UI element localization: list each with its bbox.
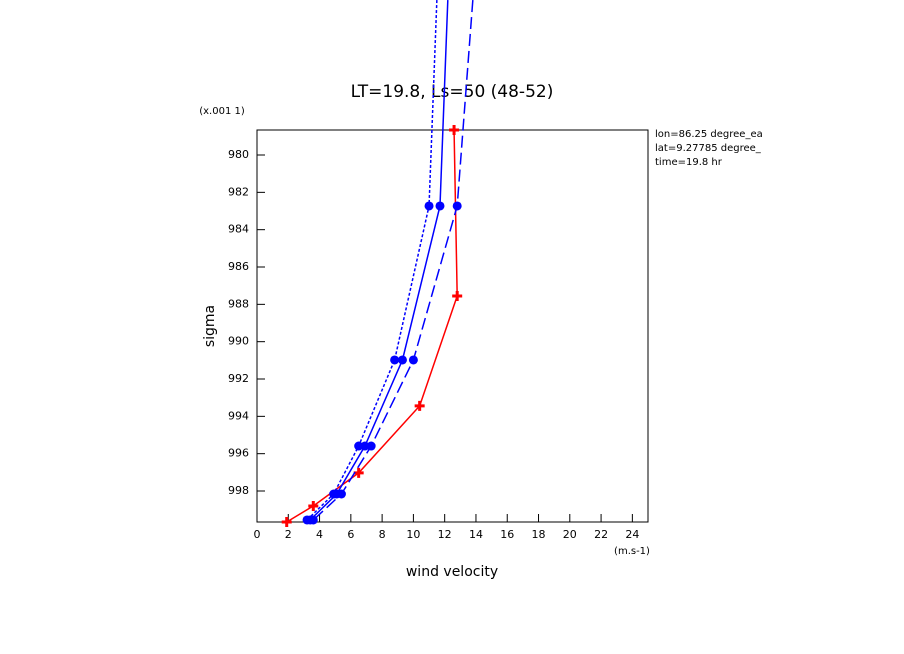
series-line bbox=[312, 0, 474, 521]
x-tick-label: 4 bbox=[316, 528, 323, 541]
x-axis-label: wind velocity bbox=[406, 564, 498, 580]
marker bbox=[452, 201, 462, 211]
y-tick-label: 994 bbox=[228, 409, 249, 422]
y-tick-label: 996 bbox=[228, 447, 249, 460]
annotation: lon=86.25 degree_ea bbox=[655, 129, 763, 140]
marker bbox=[354, 441, 364, 451]
x-tick-label: 20 bbox=[563, 528, 577, 541]
y-tick-label: 998 bbox=[228, 484, 249, 497]
x-tick-label: 18 bbox=[532, 528, 546, 541]
marker bbox=[408, 355, 418, 365]
chart-title: LT=19.8, Ls=50 (48-52) bbox=[351, 82, 554, 102]
marker bbox=[281, 517, 292, 527]
marker bbox=[366, 441, 376, 451]
marker bbox=[308, 500, 319, 511]
series-line bbox=[306, 0, 438, 521]
marker bbox=[308, 515, 318, 525]
annotation: time=19.8 hr bbox=[655, 157, 723, 168]
y-tick-label: 984 bbox=[228, 223, 249, 236]
marker bbox=[336, 489, 346, 499]
x-tick-label: 8 bbox=[379, 528, 386, 541]
x-tick-label: 22 bbox=[594, 528, 608, 541]
series-line bbox=[286, 129, 458, 523]
annotations: lon=86.25 degree_ea lat=9.27785 degree_ … bbox=[655, 129, 763, 168]
x-tick-label: 12 bbox=[438, 528, 452, 541]
x-tick-label: 10 bbox=[406, 528, 420, 541]
x-tick-label: 16 bbox=[500, 528, 514, 541]
y-tick-label: 992 bbox=[228, 372, 249, 385]
marker bbox=[435, 201, 445, 211]
y-tick-label: 986 bbox=[228, 260, 249, 273]
y-axis-label: sigma bbox=[202, 305, 218, 347]
marker bbox=[449, 125, 460, 135]
y-tick-label: 980 bbox=[228, 148, 249, 161]
annotation: lat=9.27785 degree_ bbox=[655, 143, 762, 154]
marker bbox=[452, 290, 463, 301]
marker bbox=[397, 355, 407, 365]
marker bbox=[360, 441, 370, 451]
x-units: (m.s-1) bbox=[614, 546, 650, 557]
series-line bbox=[309, 0, 449, 521]
marker bbox=[424, 201, 434, 211]
y-tick-label: 990 bbox=[228, 335, 249, 348]
x-tick-label: 24 bbox=[625, 528, 639, 541]
marker bbox=[390, 355, 400, 365]
x-tick-label: 6 bbox=[347, 528, 354, 541]
y-tick-label: 982 bbox=[228, 185, 249, 198]
x-tick-label: 2 bbox=[285, 528, 292, 541]
plot-frame bbox=[256, 129, 649, 523]
y-units: (x.001 1) bbox=[199, 106, 245, 117]
x-tick-label: 0 bbox=[254, 528, 261, 541]
y-tick-label: 988 bbox=[228, 297, 249, 310]
x-tick-label: 14 bbox=[469, 528, 483, 541]
marker bbox=[414, 400, 425, 411]
